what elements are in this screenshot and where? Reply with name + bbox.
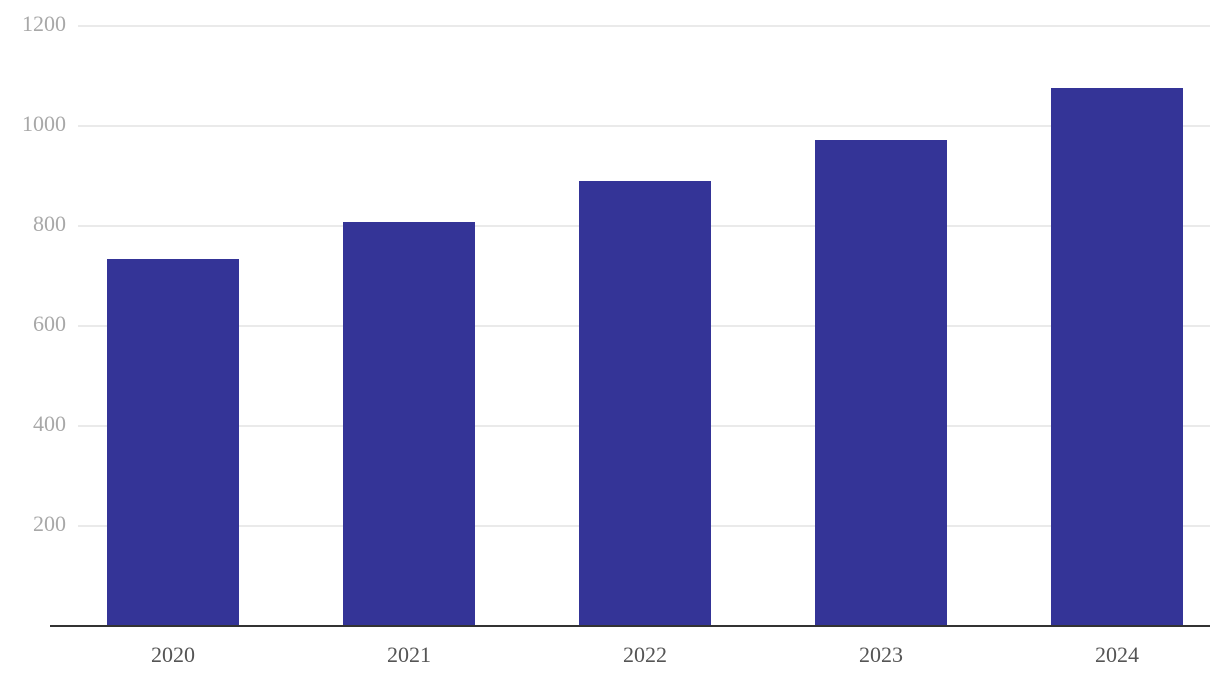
bar	[343, 222, 475, 626]
bar	[815, 140, 947, 626]
x-tick-label: 2023	[859, 642, 903, 667]
y-tick-label: 600	[33, 311, 66, 336]
y-tick-label: 1200	[22, 11, 66, 36]
x-tick-label: 2021	[387, 642, 431, 667]
y-tick-label: 400	[33, 411, 66, 436]
x-tick-label: 2022	[623, 642, 667, 667]
bar	[579, 181, 711, 626]
y-tick-label: 1000	[22, 111, 66, 136]
x-tick-label: 2024	[1095, 642, 1139, 667]
bar	[1051, 88, 1183, 626]
y-tick-label: 800	[33, 211, 66, 236]
x-tick-label: 2020	[151, 642, 195, 667]
y-tick-label: 200	[33, 511, 66, 536]
bar	[107, 259, 239, 626]
